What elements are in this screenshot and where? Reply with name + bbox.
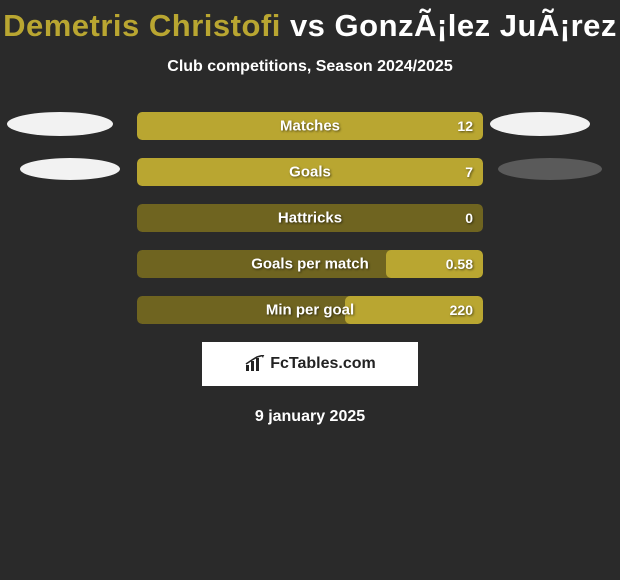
- stat-value: 220: [450, 302, 473, 318]
- stat-label: Min per goal: [266, 302, 354, 319]
- stat-value: 0: [465, 210, 473, 226]
- decor-ellipse-0: [7, 112, 113, 136]
- stat-value: 7: [465, 164, 473, 180]
- player2-name: GonzÃ¡lez JuÃ¡rez: [335, 8, 617, 43]
- subtitle: Club competitions, Season 2024/2025: [0, 58, 620, 76]
- decor-ellipse-2: [20, 158, 120, 180]
- stat-row: Matches 12: [137, 112, 483, 140]
- stat-row: Hattricks 0: [137, 204, 483, 232]
- stats-area: Matches 12 Goals 7 Hattricks 0 Goals per match…: [0, 112, 620, 324]
- stat-label: Goals: [289, 164, 331, 181]
- vs-text: vs: [281, 8, 335, 43]
- stat-row: Goals per match 0.58: [137, 250, 483, 278]
- date-text: 9 january 2025: [0, 408, 620, 426]
- stat-value: 0.58: [446, 256, 473, 272]
- stat-row: Goals 7: [137, 158, 483, 186]
- stat-value: 12: [457, 118, 473, 134]
- decor-ellipse-3: [498, 158, 602, 180]
- stat-rows: Matches 12 Goals 7 Hattricks 0 Goals per match…: [137, 112, 483, 324]
- fctables-logo[interactable]: FcTables.com: [202, 342, 418, 386]
- logo-text: FcTables.com: [270, 355, 376, 373]
- decor-ellipse-1: [490, 112, 590, 136]
- stat-label: Goals per match: [251, 256, 369, 273]
- chart-icon: [244, 355, 266, 373]
- stat-label: Hattricks: [278, 210, 342, 227]
- player1-name: Demetris Christofi: [3, 8, 281, 43]
- stat-label: Matches: [280, 118, 340, 135]
- comparison-card: Demetris Christofi vs GonzÃ¡lez JuÃ¡rez …: [0, 0, 620, 426]
- page-title: Demetris Christofi vs GonzÃ¡lez JuÃ¡rez: [0, 8, 620, 44]
- stat-row: Min per goal 220: [137, 296, 483, 324]
